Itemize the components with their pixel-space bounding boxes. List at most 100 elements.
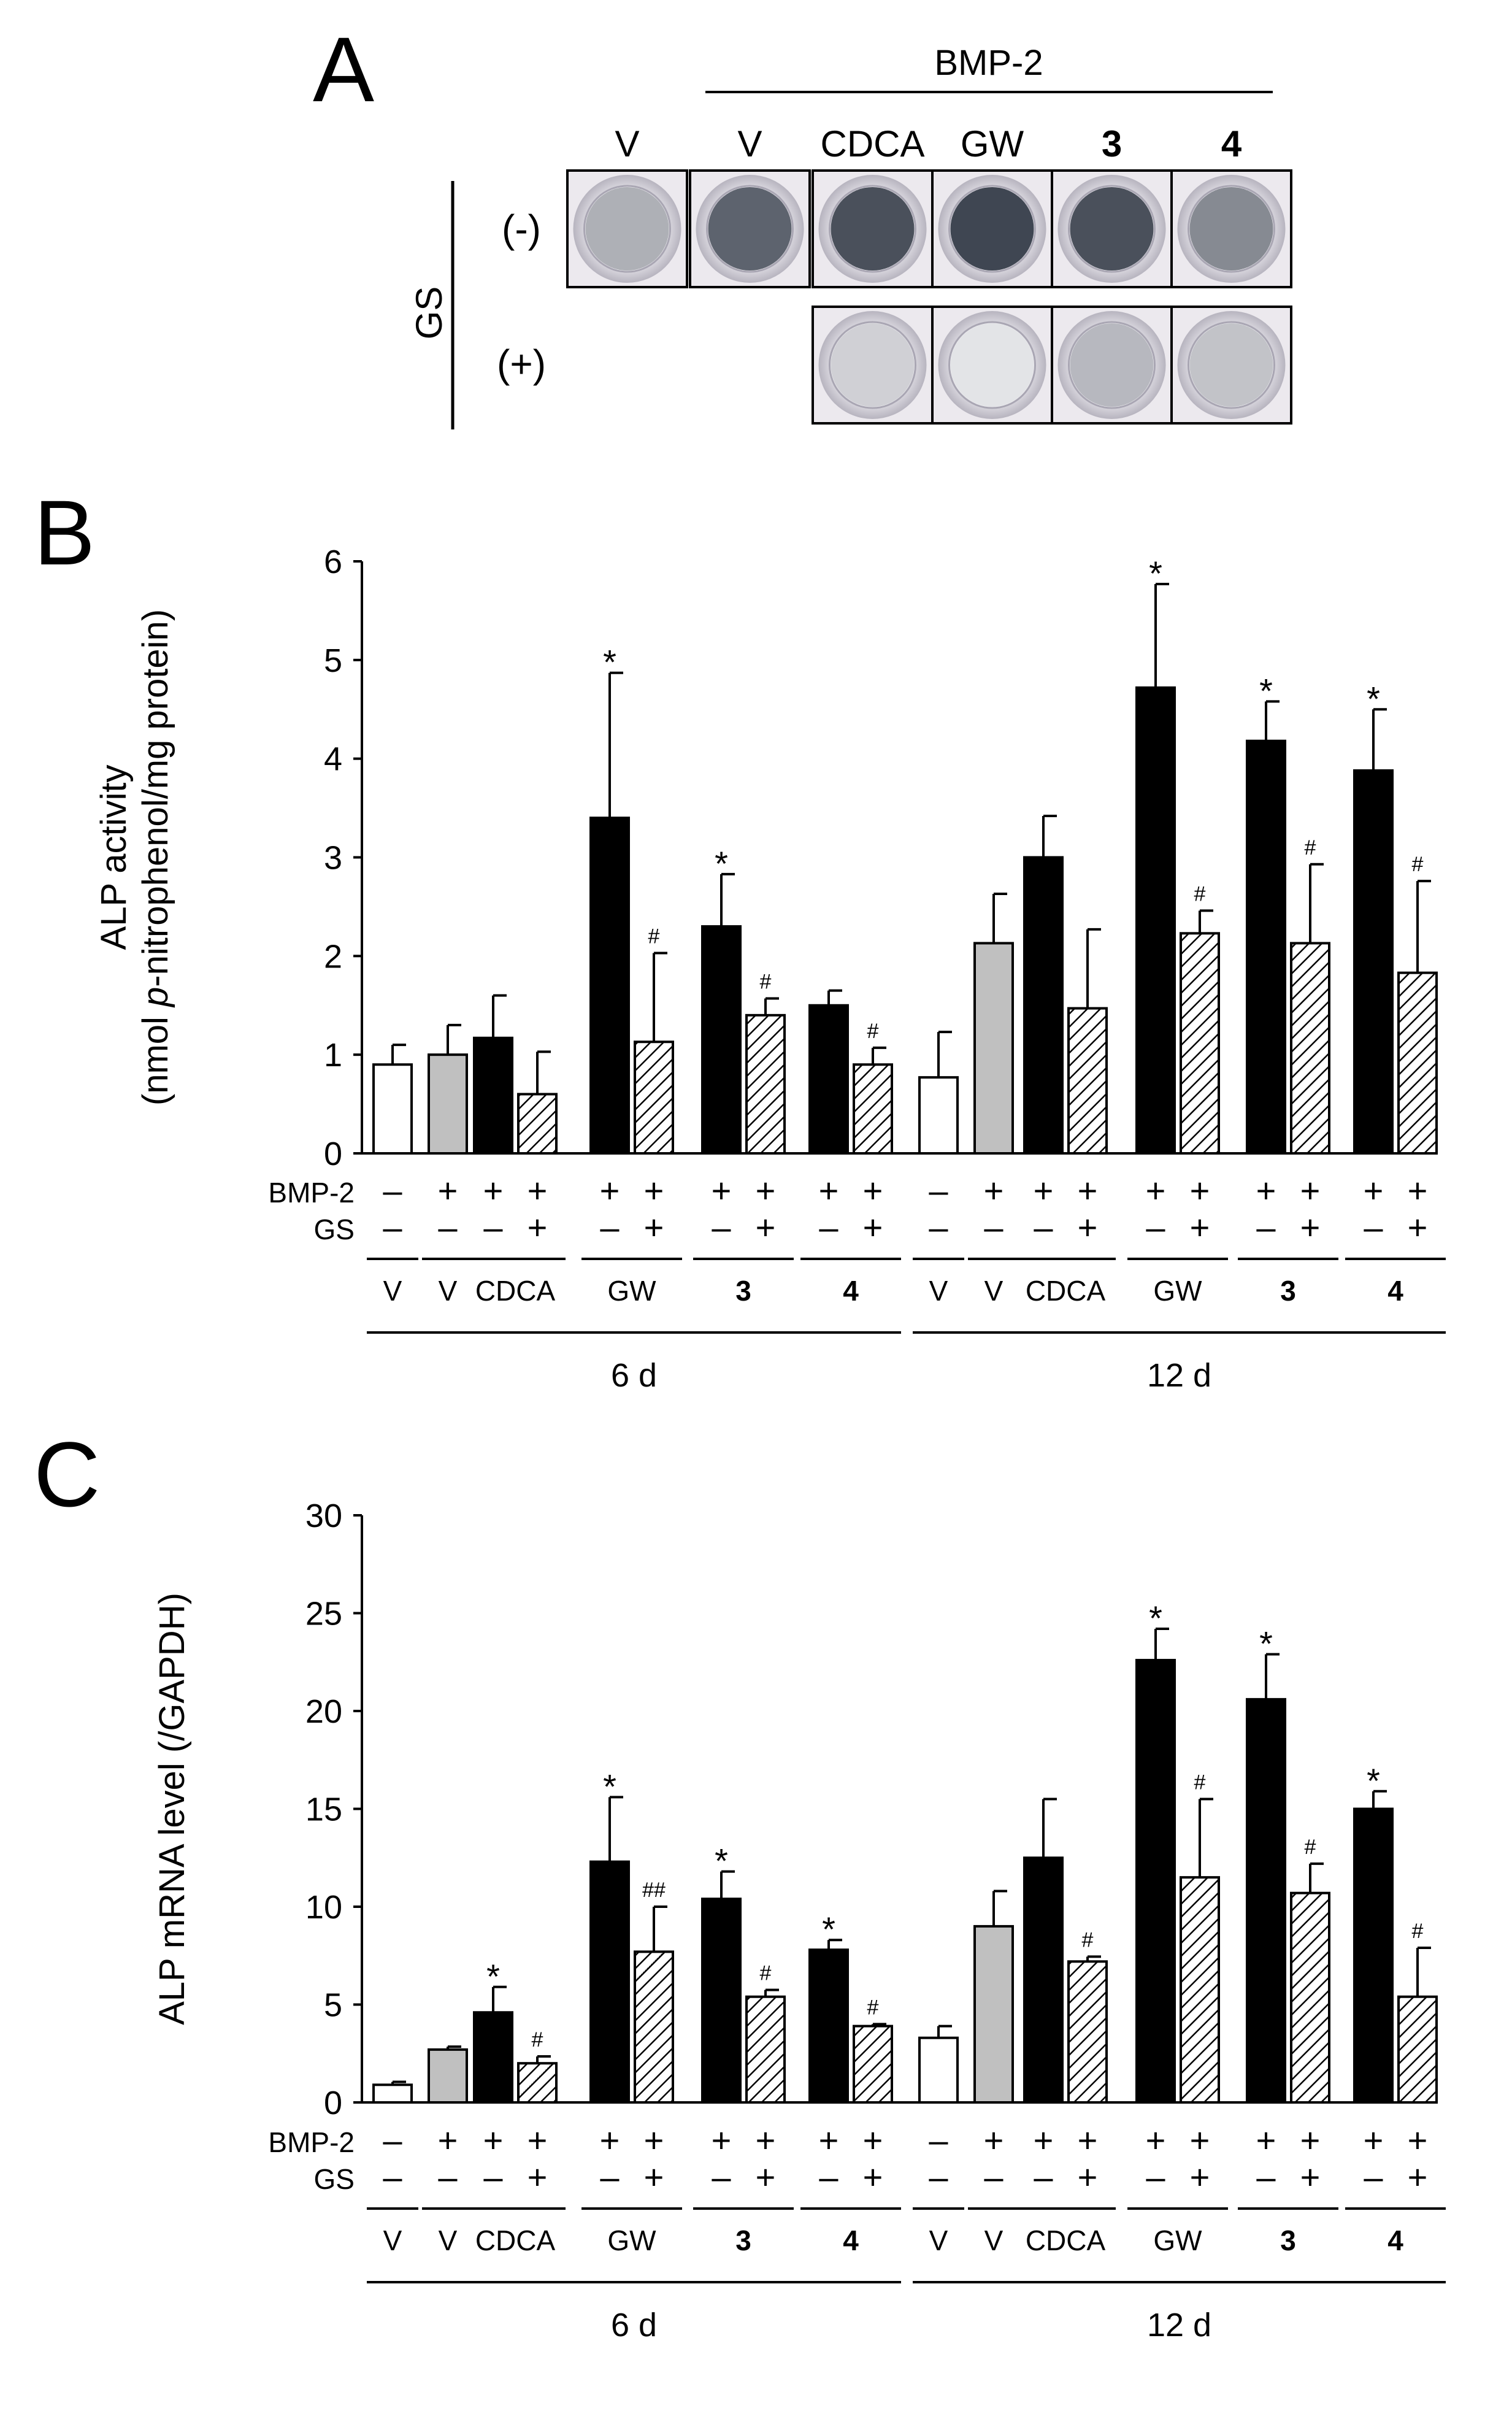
well-bottom: [829, 321, 916, 409]
significance-star: *: [1259, 671, 1273, 710]
bar: [1246, 1698, 1286, 2104]
gs-sign: –: [600, 1208, 620, 1247]
y-axis-label-line2: (nmol p-nitrophenol/mg protein): [136, 609, 175, 1106]
gs-sign: –: [712, 2158, 731, 2196]
gs-sign: –: [1364, 2158, 1383, 2196]
gs-sign: +: [863, 2158, 883, 2196]
bar: [1290, 942, 1330, 1155]
y-axis-label-italic: p: [136, 987, 175, 1008]
bar: [808, 1004, 849, 1155]
significance-hash: #: [1305, 836, 1316, 859]
bmp2-sign: +: [1408, 2121, 1428, 2159]
well-column-label: GW: [961, 123, 1024, 164]
gs-sign: –: [600, 2158, 620, 2196]
gs-sign: –: [819, 2158, 839, 2196]
group-label: 3: [1280, 1275, 1296, 1307]
bmp2-sign: +: [600, 1171, 620, 1210]
bar: [1067, 1007, 1108, 1155]
well-bottom: [583, 185, 671, 273]
well-gs-minus: [812, 169, 934, 288]
bar: [1397, 971, 1438, 1155]
significance-star: *: [486, 1957, 500, 1996]
bmp2-sign: –: [383, 1171, 402, 1210]
group-label: GW: [1153, 2225, 1202, 2256]
gs-sign: +: [756, 2158, 776, 2196]
significance-hash: #: [760, 970, 772, 993]
well-stain: [950, 187, 1034, 271]
condition-row-label: BMP-2: [268, 1177, 355, 1209]
group-label: V: [439, 2225, 458, 2256]
gs-sign: –: [1364, 1208, 1383, 1247]
bar: [701, 925, 742, 1155]
timepoint-label: 12 d: [1147, 2307, 1211, 2344]
group-label: GW: [1153, 1275, 1202, 1307]
significance-star: *: [603, 643, 616, 682]
y-axis-label-line1: ALP activity: [94, 765, 134, 950]
bmp2-sign: +: [819, 2121, 839, 2159]
timepoint-label: 6 d: [611, 1357, 657, 1394]
well-gs-minus: [931, 169, 1053, 288]
significance-hash: #: [867, 1020, 879, 1043]
bmp2-sign: +: [528, 1171, 548, 1210]
group-label: GW: [607, 2225, 656, 2256]
bmp2-sign: –: [929, 1171, 948, 1210]
bmp2-sign: +: [1364, 2121, 1384, 2159]
bmp2-sign: +: [438, 1171, 458, 1210]
bar: [589, 817, 630, 1155]
gs-sign: –: [1256, 1208, 1276, 1247]
bar: [1246, 739, 1286, 1155]
condition-table: ––V+–V+ +– +CDCA+ +– +GW+ +– +3+ +– +46 d––V+–V+…: [367, 1171, 1446, 1394]
bmp2-sign: +: [1034, 1171, 1054, 1210]
y-axis-label-part: (nmol: [136, 1007, 175, 1106]
bmp2-sign: +: [438, 2121, 458, 2159]
group-label: 3: [1280, 2225, 1296, 2256]
bmp2-sign: +: [1034, 2121, 1054, 2159]
bar: [973, 1925, 1014, 2104]
significance-hash: #: [532, 2028, 543, 2051]
well-stain: [585, 187, 669, 271]
gs-sign: –: [483, 2158, 503, 2196]
panel-a: A BMP-2 V V CDCA GW 3 4 GS (-) (+): [313, 18, 1292, 429]
bmp2-sign: +: [1190, 2121, 1210, 2159]
well-bottom: [948, 321, 1036, 409]
gs-sign: –: [1256, 2158, 1276, 2196]
gs-sign: +: [644, 2158, 664, 2196]
gs-sign: –: [984, 1208, 1004, 1247]
bmp2-sign: +: [1078, 2121, 1098, 2159]
bmp2-sign: +: [984, 2121, 1004, 2159]
gs-sign: +: [1190, 1208, 1210, 1247]
well-column-label: V: [615, 123, 639, 164]
well-images: [566, 169, 1292, 425]
y-tick-label: 4: [324, 741, 342, 778]
bar: [701, 1898, 742, 2104]
bar: [1135, 1659, 1176, 2104]
well-stain: [831, 187, 915, 271]
panel-a-letter: A: [313, 18, 374, 121]
well-stain: [1070, 323, 1154, 407]
y-tick-label: 25: [305, 1596, 342, 1632]
bar: [1397, 1995, 1438, 2104]
significance-hash: #: [867, 1996, 879, 2019]
well-column-label: 3: [1102, 123, 1122, 164]
gs-sign: –: [929, 1208, 948, 1247]
timepoint-label: 12 d: [1147, 1357, 1211, 1394]
significance-star: *: [603, 1767, 616, 1805]
bar: [1353, 769, 1394, 1155]
significance-hash: ##: [642, 1878, 666, 1902]
gs-sign: +: [1408, 2158, 1428, 2196]
y-tick-label: 0: [324, 2085, 342, 2121]
well-stain: [1189, 187, 1273, 271]
gs-plus-row-label: (+): [497, 342, 546, 386]
bar: [589, 1860, 630, 2104]
gs-sign: –: [1146, 2158, 1165, 2196]
bar: [372, 2083, 413, 2104]
gs-sign: +: [1078, 2158, 1098, 2196]
group-label: 4: [843, 2225, 859, 2256]
well-gs-plus: [812, 306, 934, 425]
bar: [473, 1036, 513, 1155]
group-label: V: [984, 2225, 1004, 2256]
y-tick-label: 5: [324, 1987, 342, 2024]
well-gs-minus: [689, 169, 811, 288]
significance-star: *: [1149, 554, 1162, 593]
bar: [634, 1040, 674, 1155]
